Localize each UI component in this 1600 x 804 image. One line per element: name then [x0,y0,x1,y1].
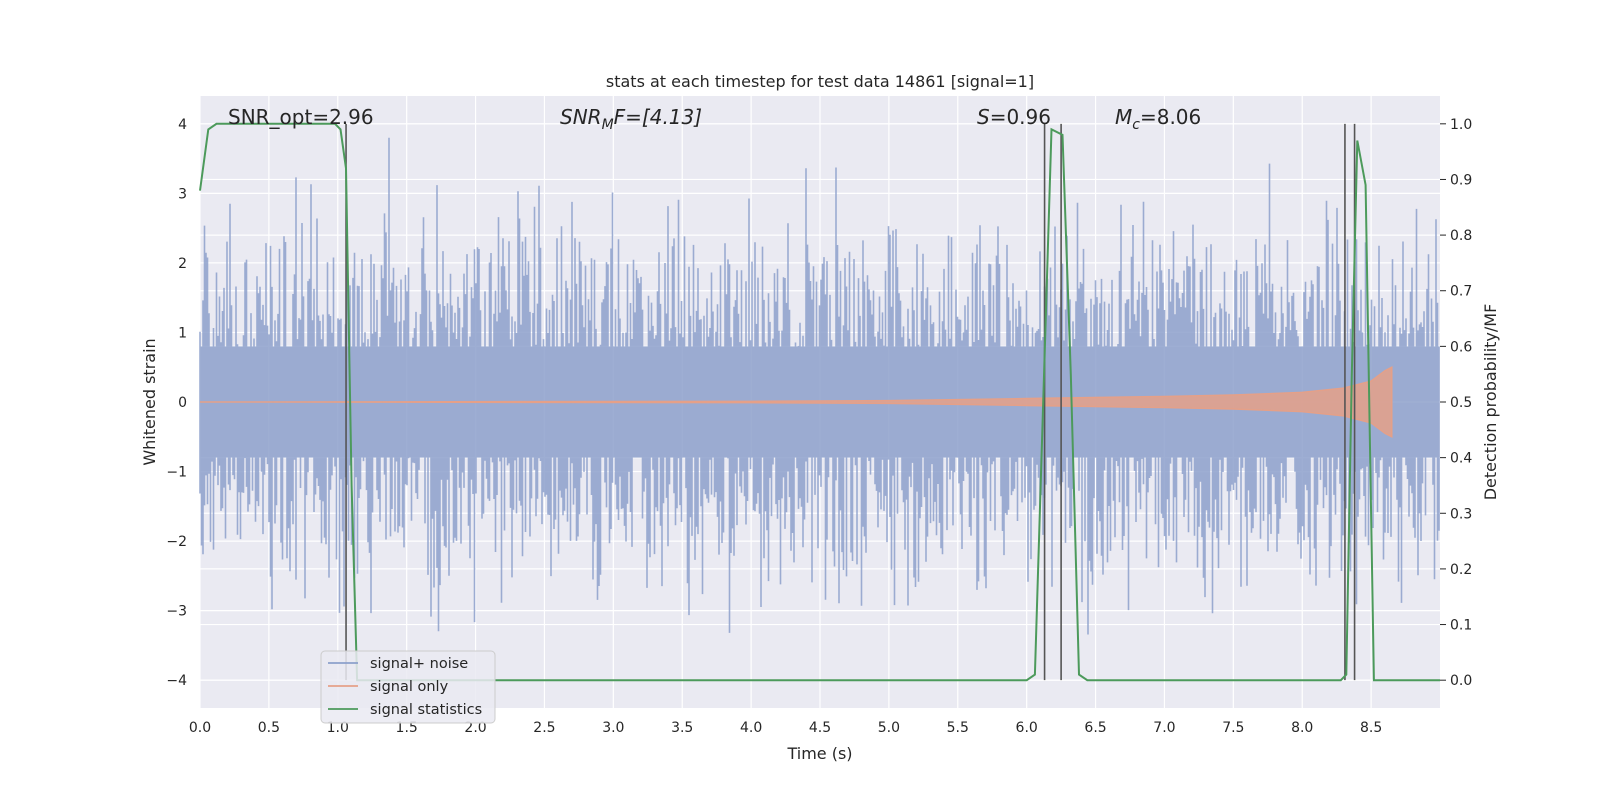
y-right-tick-label-0: 0.0 [1450,673,1472,689]
x-tick-label-17: 8.5 [1360,720,1382,736]
x-tick-label-4: 2.0 [464,720,486,736]
x-tick-label-6: 3.0 [602,720,624,736]
x-tick-label-10: 5.0 [878,720,900,736]
annotation-mc: Mc=8.06 [1115,105,1201,133]
noise-trace [199,137,1440,635]
annotation-s-label: S [977,105,990,129]
signal-envelope [199,366,1393,438]
y-left-tick-label-4: 0 [178,395,187,411]
x-axis-ticks: 0.0 0.5 1.0 1.5 2.0 2.5 3.0 3.5 4.0 4.5 5.0 5.5 6.0 6… [189,720,1382,736]
y-right-tick-label-1: 0.1 [1450,618,1472,634]
y-right-tick-label-10: 1.0 [1450,117,1472,133]
annotation-s: S=0.96 [977,105,1051,129]
annotation-mc-rest: =8.06 [1140,105,1201,129]
y-left-tick-label-1: −3 [166,604,187,620]
y-left-tick-label-0: −4 [166,673,187,689]
y-right-tick-label-4: 0.4 [1450,451,1472,467]
y-right-tick-label-3: 0.3 [1450,506,1472,522]
y-left-axis-label: Whitened strain [140,338,159,465]
legend-box [320,650,496,724]
legend-label-noise: signal+ noise [370,656,468,672]
y-left-tick-label-5: 1 [178,325,187,341]
series-signal-only [199,366,1393,438]
annotation-s-rest: =0.96 [990,105,1051,129]
y-right-tick-label-8: 0.8 [1450,228,1472,244]
x-tick-label-7: 3.5 [671,720,693,736]
stats-line [199,122,1440,682]
annotation-mc-label: M [1115,105,1132,129]
x-tick-label-11: 5.5 [947,720,969,736]
x-tick-label-12: 6.0 [1016,720,1038,736]
x-tick-label-3: 1.5 [396,720,418,736]
x-tick-label-2: 1.0 [327,720,349,736]
y-right-axis-ticks: 0.0 0.1 0.2 0.3 0.4 0.5 0.6 0.7 0.8 0.9 1.0 [1440,117,1472,689]
x-tick-label-16: 8.0 [1291,720,1313,736]
annotation-snr-mf-rest: F=[4.13] [614,105,702,129]
legend-label-stats: signal statistics [370,702,482,718]
annotation-snr-mf-sub: M [602,117,614,133]
y-right-tick-label-2: 0.2 [1450,562,1472,578]
y-left-tick-label-8: 4 [178,117,187,133]
annotation-snr-mf-label: SNR [560,105,602,129]
y-left-tick-label-3: −1 [166,465,187,481]
x-tick-label-0: 0.0 [189,720,211,736]
legend-label-signal: signal only [370,679,449,695]
chart-title: stats at each timestep for test data 148… [606,72,1034,91]
y-right-tick-label-9: 0.9 [1450,172,1472,188]
series-signal-statistics [199,122,1440,682]
y-right-axis-label: Detection probability/MF [1481,304,1500,501]
annotation-mc-sub: c [1132,117,1140,133]
x-tick-label-5: 2.5 [533,720,555,736]
y-right-tick-label-7: 0.7 [1450,284,1472,300]
legend: signal+ noise signal only signal statist… [320,650,496,724]
annotation-snr-mf: SNRMF=[4.13] [560,105,702,133]
y-right-tick-label-6: 0.6 [1450,339,1472,355]
annotation-snr-opt: SNR_opt=2.96 [228,105,374,129]
x-tick-label-1: 0.5 [258,720,280,736]
y-left-axis-ticks: −4 −3 −2 −1 0 1 2 3 4 [166,117,187,689]
series-signal-noise [199,137,1440,635]
x-tick-label-13: 6.5 [1084,720,1106,736]
y-right-tick-label-5: 0.5 [1450,395,1472,411]
x-tick-label-8: 4.0 [740,720,762,736]
x-tick-label-14: 7.0 [1153,720,1175,736]
x-axis-label: Time (s) [786,744,852,763]
y-left-tick-label-2: −2 [166,534,187,550]
y-left-tick-label-7: 3 [178,186,187,202]
x-tick-label-15: 7.5 [1222,720,1244,736]
x-tick-label-9: 4.5 [809,720,831,736]
y-left-tick-label-6: 2 [178,256,187,272]
